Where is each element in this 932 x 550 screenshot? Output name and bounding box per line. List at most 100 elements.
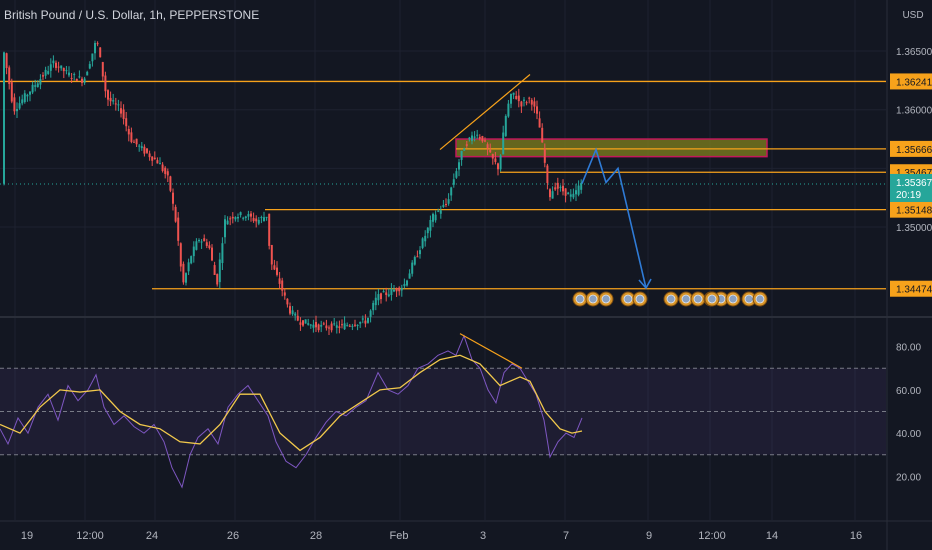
candle-body — [135, 138, 138, 145]
candle-body — [395, 288, 398, 292]
candle-body — [13, 97, 16, 112]
candle-body — [148, 153, 151, 158]
candle-body — [341, 324, 343, 326]
candle-body — [556, 182, 559, 189]
supply-zone-rect — [455, 138, 768, 158]
event-icon-inner — [707, 294, 717, 304]
candle-body — [125, 118, 128, 127]
candle-body — [504, 116, 507, 136]
axes: USD1.365001.360001.355001.350001.362411.… — [21, 10, 932, 542]
time-tick: 7 — [563, 530, 569, 542]
candle-body — [367, 317, 369, 323]
candle-body — [47, 71, 50, 74]
level-label: 1.34474 — [896, 285, 932, 296]
candle-body — [348, 325, 351, 327]
candle-body — [434, 214, 437, 221]
candle-body — [224, 219, 226, 238]
candle-body — [543, 148, 546, 163]
candle-body — [179, 243, 182, 267]
candle-body — [270, 245, 273, 265]
candle-body — [382, 291, 385, 293]
candle-body — [203, 238, 206, 242]
candle-body — [252, 218, 255, 222]
candle-body — [510, 94, 512, 104]
candle-body — [36, 83, 39, 88]
candle-body — [377, 294, 380, 301]
candle-body — [385, 292, 388, 295]
event-markers[interactable] — [572, 291, 768, 307]
candle-body — [174, 206, 177, 222]
annotations[interactable] — [439, 74, 652, 290]
candle-body — [91, 53, 94, 62]
candle-body — [55, 62, 57, 68]
rsi-tick: 20.00 — [896, 472, 921, 483]
candle-body — [450, 187, 453, 196]
candle-body — [255, 218, 258, 222]
candle-body — [52, 60, 55, 64]
candle-body — [325, 325, 328, 329]
candle-body — [312, 324, 315, 328]
candle-body — [34, 85, 37, 87]
candle-body — [304, 319, 307, 324]
economic-event-icon — [585, 291, 601, 307]
level-label-bg — [890, 280, 932, 297]
candle-body — [23, 93, 26, 103]
level-label: 1.36241 — [896, 77, 932, 88]
candle-body — [16, 109, 18, 112]
candle-body — [278, 278, 281, 284]
candle-body — [31, 84, 34, 93]
supply-zone — [455, 138, 768, 158]
candle-body — [408, 273, 411, 279]
horizontal-levels[interactable] — [0, 80, 886, 290]
candle-body — [26, 94, 29, 97]
candle-body — [567, 192, 570, 195]
candle-body — [260, 217, 263, 219]
event-icon-inner — [575, 294, 585, 304]
candle-body — [276, 267, 278, 275]
candle-body — [413, 256, 416, 265]
candle-body — [283, 292, 286, 296]
candle-body — [309, 324, 312, 326]
candle-body — [525, 102, 528, 104]
candle-body — [29, 91, 31, 95]
time-tick: 9 — [646, 530, 652, 542]
candle-body — [107, 90, 109, 100]
candle-body — [114, 103, 117, 105]
candle-body — [335, 325, 338, 328]
symbol-title: British Pound / U.S. Dollar, 1h, PEPPERS… — [4, 8, 260, 22]
candle-body — [182, 263, 185, 283]
candle-body — [465, 144, 468, 146]
rsi-tick: 60.00 — [896, 386, 921, 397]
candle-body — [502, 132, 505, 155]
candle-body — [330, 323, 333, 331]
economic-event-icon — [632, 291, 648, 307]
candle-body — [18, 103, 21, 109]
candle-body — [117, 104, 120, 106]
candle-body — [101, 62, 104, 77]
candle-body — [489, 149, 492, 153]
level-label-bg — [890, 140, 932, 157]
event-icon-inner — [601, 294, 611, 304]
candle-body — [143, 146, 146, 154]
level-label-bg — [890, 73, 932, 90]
candle-body — [426, 227, 429, 234]
economic-event-icon — [752, 291, 768, 307]
candle-body — [546, 165, 549, 183]
candle-body — [486, 144, 489, 149]
event-icon-inner — [744, 294, 754, 304]
candle-body — [281, 280, 284, 291]
candle-body — [44, 69, 47, 76]
candle-body — [49, 64, 52, 71]
candle-body — [112, 100, 115, 102]
candle-body — [577, 185, 580, 195]
candle-body — [229, 218, 232, 220]
event-icon-inner — [588, 294, 598, 304]
candle-body — [491, 154, 494, 159]
candle-body — [307, 323, 310, 325]
candle-body — [42, 75, 44, 77]
candle-body — [166, 171, 169, 176]
candle-body — [559, 186, 562, 188]
candle-body — [234, 217, 237, 220]
